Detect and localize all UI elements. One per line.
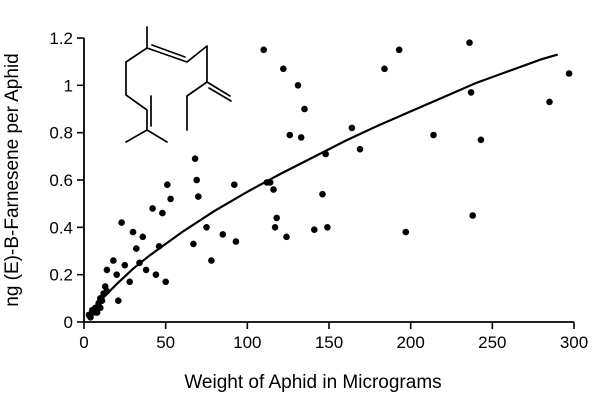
data-point [319, 190, 326, 198]
data-point [232, 238, 240, 245]
data-point [190, 240, 197, 248]
data-point [113, 271, 120, 279]
data-point [219, 231, 227, 238]
data-point [191, 155, 199, 162]
y-tick-label: 0.2 [49, 266, 73, 285]
data-point [297, 134, 305, 141]
y-ticks: 0 0.2 0.4 0.6 0.8 1 1.2 [49, 29, 84, 332]
x-tick-label: 300 [560, 333, 588, 352]
data-point [381, 65, 388, 73]
y-tick-label: 0.4 [49, 218, 73, 237]
y-tick-label: 0 [64, 313, 73, 332]
data-point [322, 150, 330, 158]
data-point [155, 243, 163, 250]
data-point [430, 131, 437, 139]
data-point [139, 233, 147, 241]
data-point [195, 193, 202, 200]
data-point [208, 257, 215, 264]
fit-curve-layer [86, 53, 559, 318]
data-point [273, 214, 281, 222]
points-layer [85, 39, 573, 321]
y-tick-label: 1.2 [49, 29, 73, 48]
data-point [324, 224, 331, 231]
data-point [193, 176, 200, 184]
data-point [565, 70, 573, 77]
fit-curve [86, 53, 559, 318]
data-point [270, 186, 277, 193]
data-point [87, 314, 94, 321]
data-point [121, 261, 129, 269]
data-point [133, 245, 140, 252]
data-point [93, 309, 101, 316]
data-point [110, 257, 117, 264]
data-point [162, 278, 169, 286]
data-point [467, 89, 475, 96]
data-point [402, 228, 410, 236]
data-point [260, 46, 268, 54]
data-point [271, 224, 279, 231]
data-point [97, 304, 104, 312]
data-point [203, 224, 210, 231]
data-point [103, 287, 111, 295]
data-point [164, 181, 171, 188]
data-point [129, 228, 137, 236]
x-ticks: 0 50 100 150 200 250 300 [79, 322, 588, 352]
axes: 0 50 100 150 200 250 300 0 0.2 0.4 0.6 0.8 1 1.2 [49, 29, 588, 352]
data-point [136, 259, 143, 267]
x-tick-label: 50 [156, 333, 175, 352]
data-point [283, 233, 290, 241]
x-tick-label: 0 [79, 333, 88, 352]
x-tick-label: 100 [233, 333, 261, 352]
farnesene-structure-icon [125, 26, 232, 143]
data-point [286, 131, 294, 139]
data-point [149, 205, 156, 212]
data-point [280, 65, 287, 73]
data-point [348, 124, 356, 132]
x-tick-label: 200 [396, 333, 424, 352]
data-point [356, 145, 364, 153]
data-point [159, 209, 166, 217]
data-point [301, 105, 308, 113]
data-point [469, 212, 477, 219]
data-point [118, 219, 125, 226]
x-axis-title: Weight of Aphid in Micrograms [184, 372, 441, 393]
data-point [546, 98, 553, 106]
data-point [466, 39, 473, 46]
y-tick-label: 0.6 [49, 171, 73, 190]
data-point [231, 181, 238, 188]
data-point [311, 226, 318, 233]
y-tick-label: 1 [64, 76, 73, 95]
data-point [294, 82, 302, 89]
data-point [395, 46, 403, 54]
data-point [477, 136, 485, 144]
data-point [103, 266, 111, 274]
y-axis-title: ng (E)-B-Farnesene per Aphid [2, 53, 23, 306]
x-tick-label: 250 [478, 333, 506, 352]
data-point [167, 195, 174, 203]
data-point [115, 297, 122, 305]
y-tick-label: 0.8 [49, 124, 73, 143]
data-point [142, 266, 150, 274]
data-point [152, 271, 160, 279]
data-point [98, 297, 106, 305]
data-point [266, 179, 274, 186]
x-tick-label: 150 [315, 333, 343, 352]
data-point [126, 278, 133, 286]
